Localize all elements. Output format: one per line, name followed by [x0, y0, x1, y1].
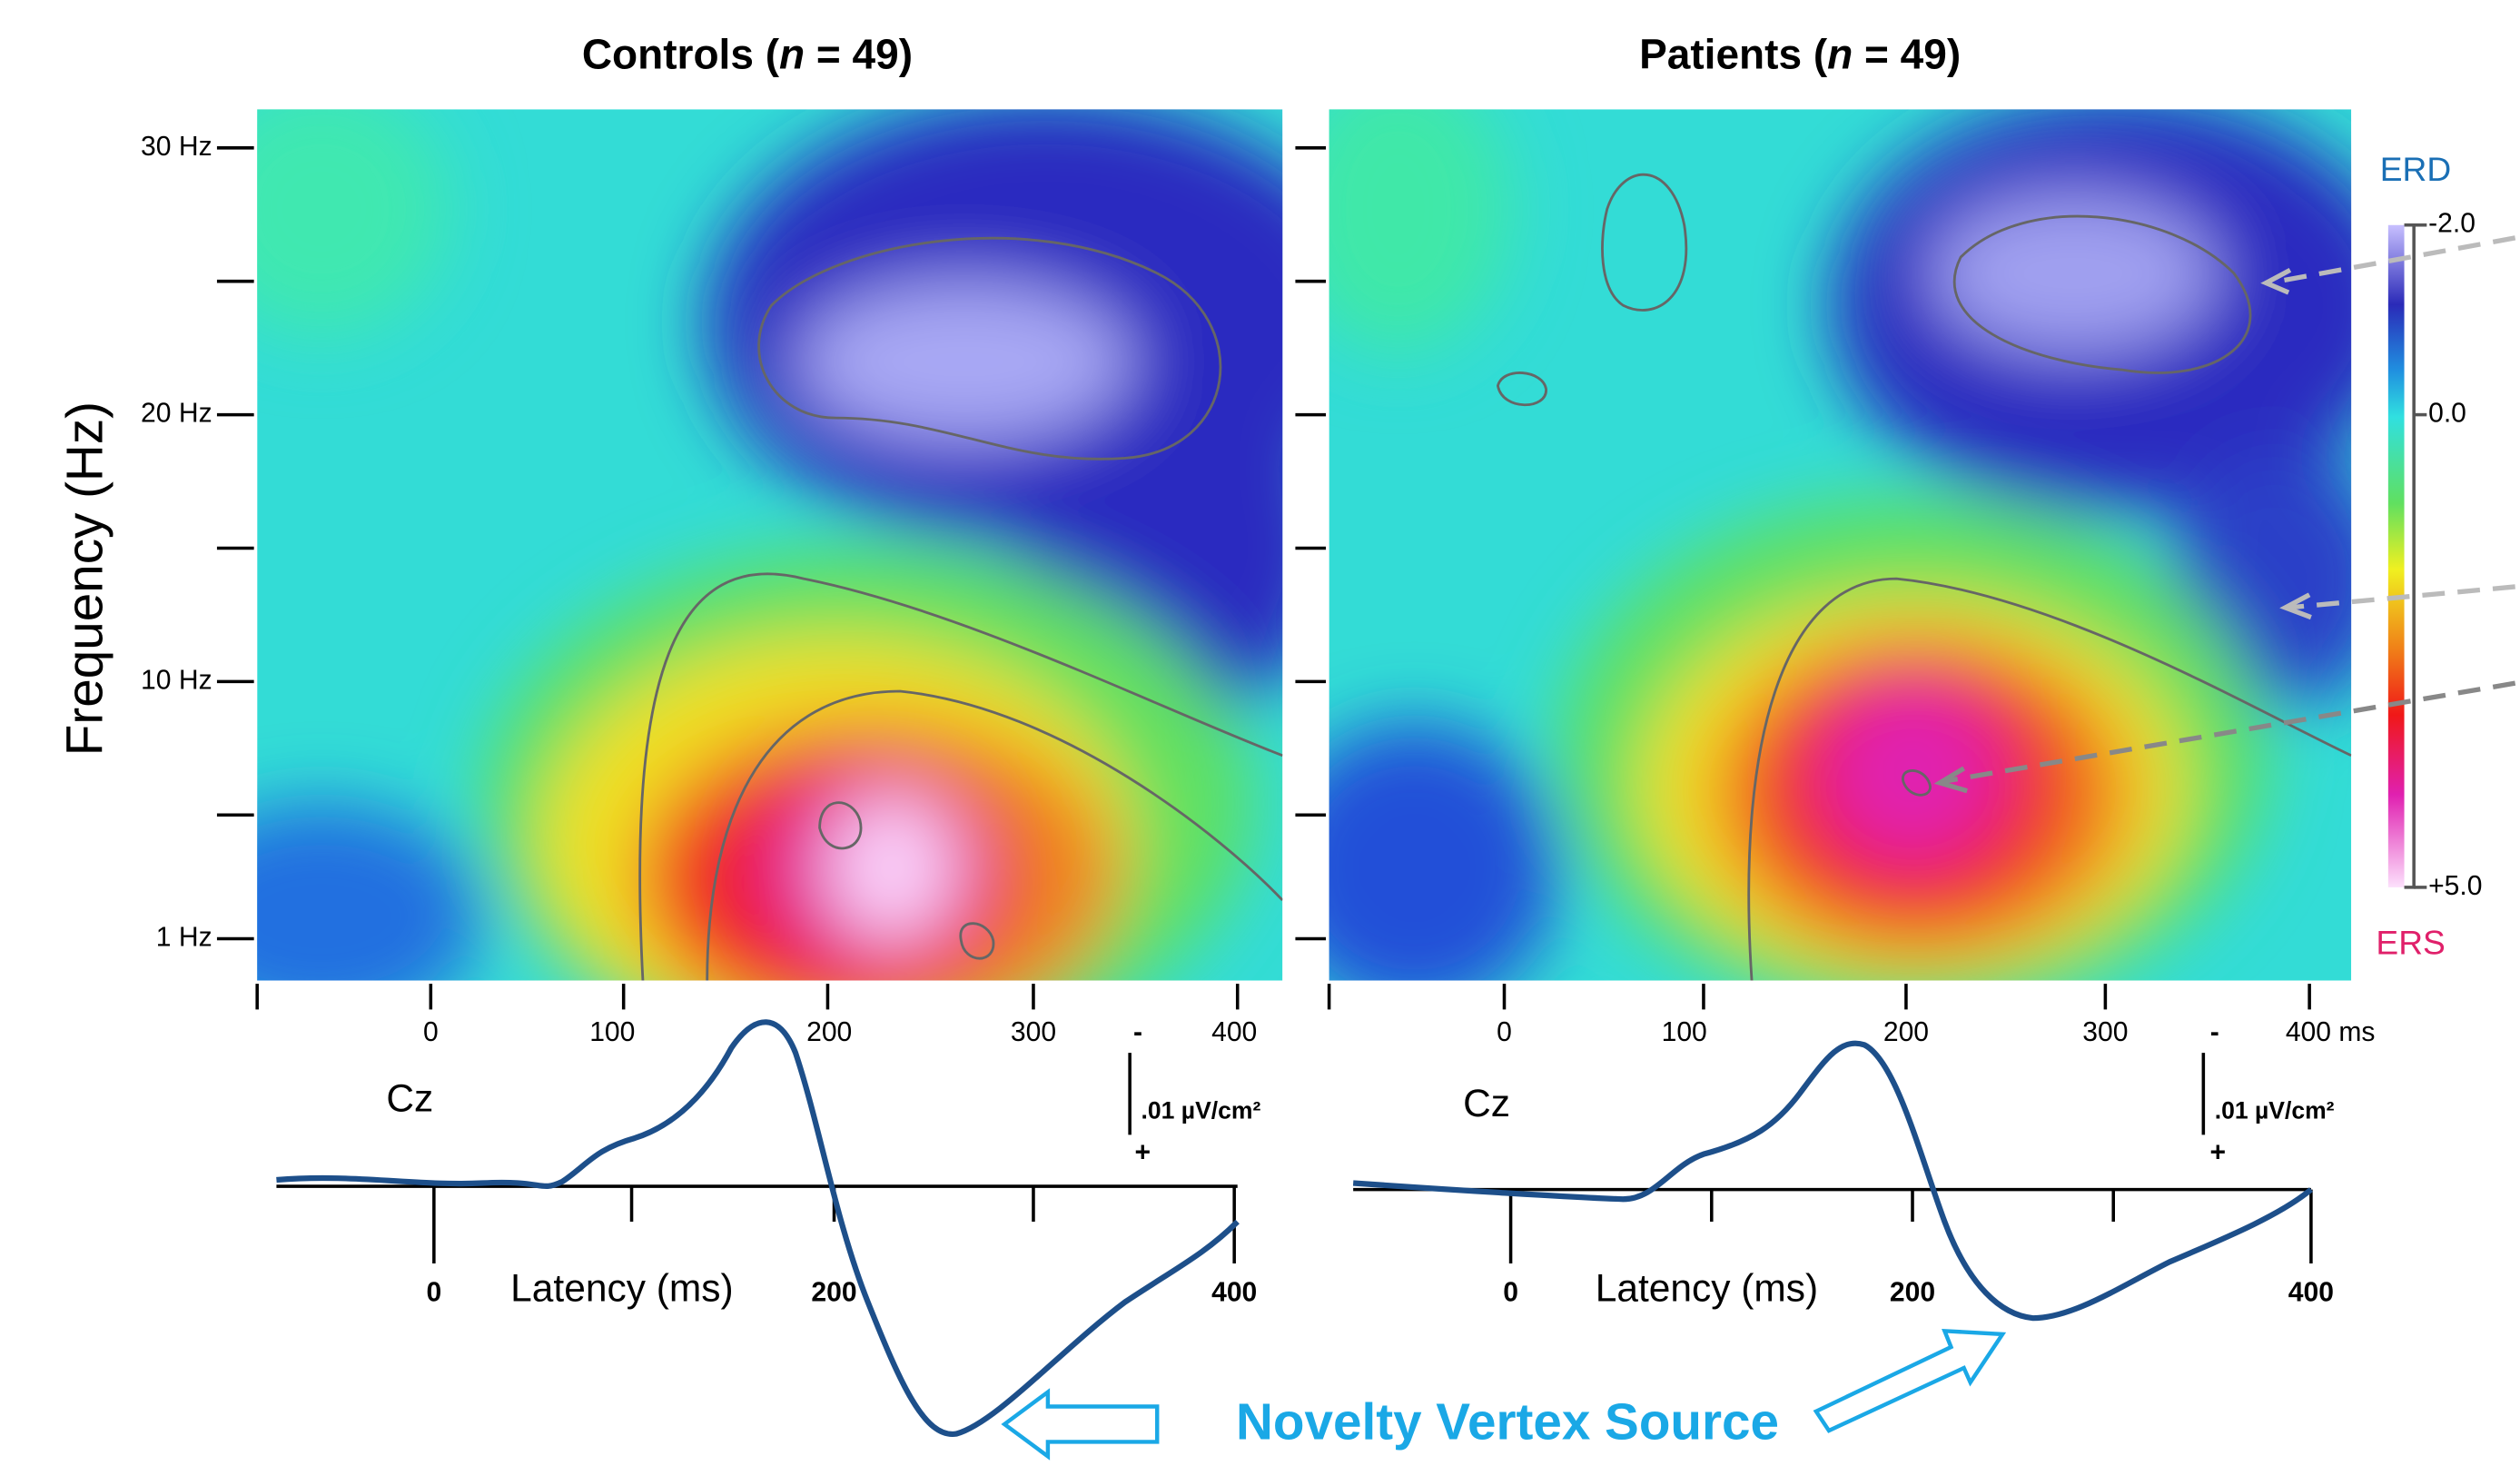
ers-label: ERS: [2376, 923, 2445, 961]
colorbar-label: +5.0: [2428, 871, 2482, 901]
panel-title: Controls (n = 49): [582, 31, 913, 78]
scale-label: .01 µV/cm²: [2215, 1097, 2335, 1124]
y-tick-label: 1 Hz: [156, 922, 212, 952]
scale-plus: +: [1135, 1138, 1151, 1168]
channel-label: Cz: [386, 1076, 433, 1119]
x-tick-label: 200: [1883, 1017, 1929, 1047]
colorbar-ticks: [2414, 223, 2427, 889]
erp-waveform: [1352, 1040, 2313, 1322]
x-ticks: [255, 984, 2311, 1010]
x-tick-label: 400: [1211, 1017, 1257, 1047]
y-ticks: [216, 146, 1327, 941]
x-tick-label: 100: [589, 1017, 635, 1047]
heatmap: [257, 109, 1283, 981]
scale-label: .01 µV/cm²: [1141, 1097, 1261, 1124]
title-part: = 49): [1853, 31, 1961, 78]
y-axis-label: Frequency (Hz): [56, 401, 114, 756]
erp-waveform: [276, 1019, 1240, 1437]
title-part: n: [779, 31, 805, 78]
title-part: n: [1827, 31, 1853, 78]
erp-tick-label: 200: [811, 1278, 856, 1308]
scale-minus: -: [2210, 1017, 2219, 1047]
erp-tick-label: 0: [1503, 1278, 1518, 1308]
colorbar: [2387, 224, 2405, 887]
title-part: Patients (: [1639, 31, 1828, 78]
y-tick-label: 10 Hz: [141, 665, 212, 695]
title-part: = 49): [805, 31, 913, 78]
annotation: Novelty Vertex Source: [1236, 1394, 1779, 1451]
colorbar-label: 0.0: [2428, 399, 2466, 429]
erp-axis: [276, 1184, 2313, 1264]
pointer-arrows: [1933, 235, 2516, 794]
colorbar-label: -2.0: [2428, 209, 2476, 239]
erd-label: ERD: [2380, 150, 2451, 188]
x-tick-label: 300: [1011, 1017, 1056, 1047]
x-tick-label: 100: [1662, 1017, 1707, 1047]
x-tick-label: 0: [423, 1017, 439, 1047]
channel-label: Cz: [1463, 1082, 1510, 1124]
scale-minus: -: [1133, 1017, 1142, 1047]
erp-tick-label: 400: [1211, 1278, 1257, 1308]
x-tick-label: 300: [2082, 1017, 2128, 1047]
hollow-arrow: [1001, 1388, 1160, 1461]
x-tick-label: 400 ms: [2286, 1017, 2376, 1047]
erp-axis-label: Latency (ms): [1596, 1266, 1818, 1309]
colorbar-bracket: [2404, 223, 2416, 889]
scale-plus: +: [2209, 1138, 2226, 1168]
erp-tick-label: 0: [426, 1278, 441, 1308]
y-tick-label: 20 Hz: [141, 399, 212, 429]
hollow-arrow: [1813, 1328, 2007, 1433]
erp-tick-label: 400: [2288, 1278, 2334, 1308]
erp-tick-label: 200: [1890, 1278, 1935, 1308]
x-tick-label: 0: [1497, 1017, 1512, 1047]
heatmap: [1329, 109, 2352, 981]
erp-axis-label: Latency (ms): [510, 1266, 733, 1309]
title-part: Controls (: [582, 31, 780, 78]
panel-title: Patients (n = 49): [1639, 31, 1961, 78]
y-tick-label: 30 Hz: [141, 132, 212, 162]
x-tick-label: 200: [806, 1017, 852, 1047]
